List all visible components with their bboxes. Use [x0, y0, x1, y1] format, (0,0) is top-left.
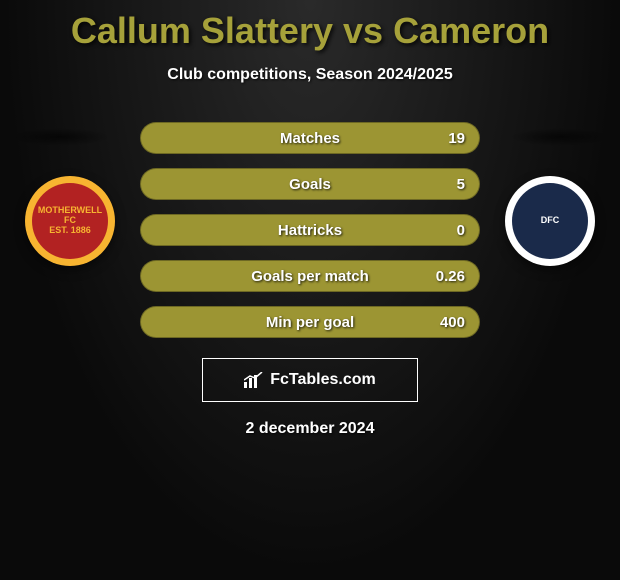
bar-goals: Goals 5	[140, 168, 480, 200]
bar-matches: Matches 19	[140, 122, 480, 154]
player-left-name: Callum Slattery	[71, 10, 333, 51]
bar-label: Min per goal	[266, 314, 354, 331]
bar-value: 19	[448, 130, 465, 147]
brand-text: FcTables.com	[270, 371, 376, 389]
player-right-name: Cameron	[393, 10, 549, 51]
crest-right-inner: DFC	[512, 183, 588, 259]
brand-badge: FcTables.com	[202, 358, 418, 402]
crest-left: MOTHERWELL FC EST. 1886	[25, 176, 115, 266]
page-title: Callum Slattery vs Cameron	[0, 0, 620, 52]
vs-text: vs	[343, 10, 383, 51]
crest-left-text: MOTHERWELL FC EST. 1886	[32, 183, 108, 259]
bar-value: 400	[440, 314, 465, 331]
bar-label: Goals	[289, 176, 331, 193]
shadow-left	[10, 128, 110, 146]
chart-icon	[244, 372, 264, 388]
bar-value: 0.26	[436, 268, 465, 285]
bar-value: 5	[457, 176, 465, 193]
crest-right: DFC	[505, 176, 595, 266]
date-text: 2 december 2024	[0, 420, 620, 438]
bar-label: Hattricks	[278, 222, 342, 239]
bar-hattricks: Hattricks 0	[140, 214, 480, 246]
bar-min-per-goal: Min per goal 400	[140, 306, 480, 338]
bar-label: Goals per match	[251, 268, 369, 285]
bar-label: Matches	[280, 130, 340, 147]
bar-goals-per-match: Goals per match 0.26	[140, 260, 480, 292]
crest-right-text: DFC	[541, 216, 560, 226]
bar-value: 0	[457, 222, 465, 239]
subtitle: Club competitions, Season 2024/2025	[0, 66, 620, 84]
shadow-right	[510, 128, 610, 146]
stat-bars: Matches 19 Goals 5 Hattricks 0 Goals per…	[140, 122, 480, 352]
